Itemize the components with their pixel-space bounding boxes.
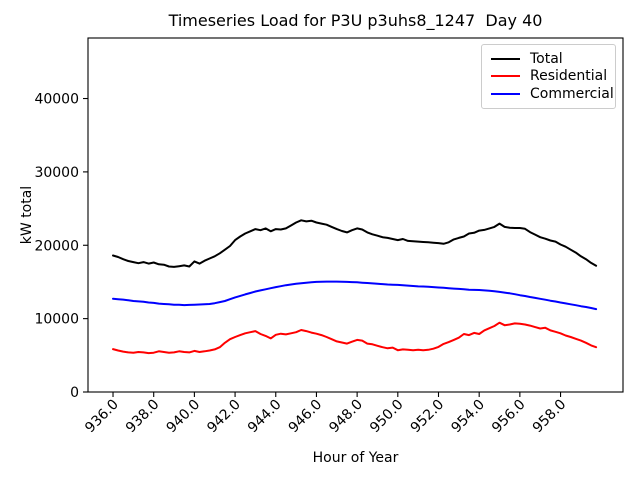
legend-item-total: Total	[491, 52, 606, 66]
x-tick-label: 950.0	[367, 397, 407, 437]
y-axis-label: kW total	[19, 185, 35, 245]
x-tick-label: 954.0	[448, 397, 488, 437]
legend-item-commercial: Commercial	[491, 87, 614, 101]
x-tick-label: 948.0	[326, 397, 366, 437]
axes-spines	[87, 37, 624, 393]
x-tick-label: 942.0	[204, 397, 244, 437]
x-tick-label: 936.0	[82, 397, 122, 437]
y-tick-label: 40000	[34, 92, 79, 108]
y-tick-label: 20000	[34, 238, 79, 254]
x-tick-label: 944.0	[245, 397, 285, 437]
residential-line-swatch	[491, 75, 520, 78]
x-tick-label: 938.0	[123, 397, 163, 437]
legend-label-total: Total	[530, 50, 563, 67]
x-tick-label: 940.0	[164, 397, 204, 437]
legend-label-residential: Residential	[530, 68, 608, 85]
chart-title: Timeseries Load for P3U p3uhs8_1247 Day …	[168, 11, 543, 30]
x-tick-label: 952.0	[408, 397, 448, 437]
legend: Total Residential Commercial	[481, 44, 616, 109]
x-tick-label: 946.0	[286, 397, 326, 437]
legend-label-commercial: Commercial	[530, 86, 614, 103]
x-axis-label: Hour of Year	[312, 450, 399, 466]
series-line-commercial	[112, 280, 598, 311]
y-tick-label: 10000	[34, 312, 79, 328]
x-tick-label: 958.0	[530, 397, 570, 437]
y-tick-label: 30000	[34, 165, 79, 181]
series-line-residential	[112, 321, 598, 355]
x-tick-label: 956.0	[489, 397, 529, 437]
commercial-line-swatch	[491, 93, 520, 96]
series-line-total	[112, 219, 598, 268]
y-tick-label: 0	[70, 385, 79, 401]
total-line-swatch	[491, 57, 520, 60]
legend-item-residential: Residential	[491, 68, 608, 85]
